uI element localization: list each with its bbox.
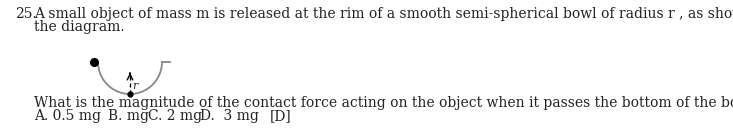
Text: A. 0.5 mg: A. 0.5 mg [34,109,101,123]
Text: 25.: 25. [15,7,37,21]
Text: B. mg: B. mg [108,109,149,123]
Text: A small object of mass m is released at the rim of a smooth semi-spherical bowl : A small object of mass m is released at … [34,7,733,21]
Text: D.  3 mg: D. 3 mg [200,109,259,123]
Text: r: r [132,81,137,91]
Text: What is the magnitude of the contact force acting on the object when it passes t: What is the magnitude of the contact for… [34,96,733,110]
Text: C. 2 mg: C. 2 mg [148,109,202,123]
Text: the diagram.: the diagram. [34,20,125,34]
Text: [D]: [D] [270,109,292,123]
